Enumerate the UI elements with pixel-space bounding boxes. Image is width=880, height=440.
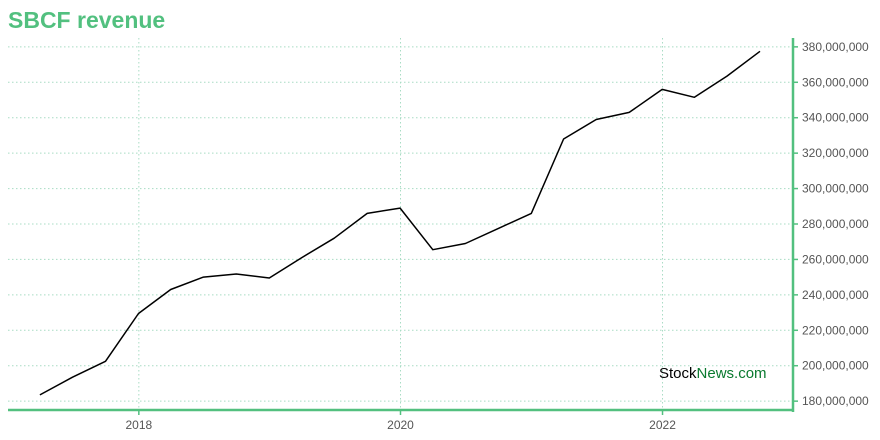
- series-group: [38, 49, 762, 397]
- y-tick-label: 220,000,000: [802, 323, 869, 337]
- data-point: [267, 276, 271, 280]
- data-point: [103, 359, 107, 363]
- data-point: [692, 95, 696, 99]
- series-line: [39, 50, 761, 396]
- data-point: [496, 226, 500, 230]
- y-tick-label: 380,000,000: [802, 40, 869, 54]
- watermark-com: .com: [734, 365, 767, 382]
- y-tick-label: 180,000,000: [802, 394, 869, 408]
- data-point: [627, 110, 631, 114]
- watermark-news: News: [696, 365, 735, 382]
- chart-title: SBCF revenue: [8, 7, 166, 33]
- data-point: [398, 206, 402, 210]
- y-tick-label: 360,000,000: [802, 75, 869, 89]
- y-tick-label: 340,000,000: [802, 111, 869, 125]
- data-point: [38, 393, 42, 397]
- y-tick-labels: 180,000,000 200,000,000 220,000,000 240,000…: [793, 40, 869, 408]
- y-tick-label: 260,000,000: [802, 252, 869, 266]
- data-point: [431, 248, 435, 252]
- watermark: StockNews.com: [659, 365, 767, 382]
- data-point: [201, 275, 205, 279]
- data-point: [758, 49, 762, 53]
- data-point: [660, 87, 664, 91]
- data-point: [463, 241, 467, 245]
- data-point: [594, 117, 598, 121]
- data-point: [562, 137, 566, 141]
- y-tick-label: 240,000,000: [802, 288, 869, 302]
- data-point: [332, 236, 336, 240]
- data-point: [136, 311, 140, 315]
- data-point: [71, 375, 75, 379]
- watermark-stock: Stock: [659, 365, 697, 382]
- data-point: [234, 272, 238, 276]
- x-tick-label: 2020: [387, 418, 414, 432]
- y-tick-label: 200,000,000: [802, 359, 869, 373]
- x-tick-label: 2022: [649, 418, 676, 432]
- y-tick-label: 280,000,000: [802, 217, 869, 231]
- data-point: [365, 211, 369, 215]
- y-tick-label: 320,000,000: [802, 146, 869, 160]
- x-tick-labels: 2018 2020 2022: [125, 410, 676, 432]
- data-point: [169, 288, 173, 292]
- x-tick-label: 2018: [125, 418, 152, 432]
- grid: [8, 38, 793, 410]
- data-point: [725, 74, 729, 78]
- data-point: [300, 256, 304, 260]
- y-tick-label: 300,000,000: [802, 182, 869, 196]
- data-point: [529, 211, 533, 215]
